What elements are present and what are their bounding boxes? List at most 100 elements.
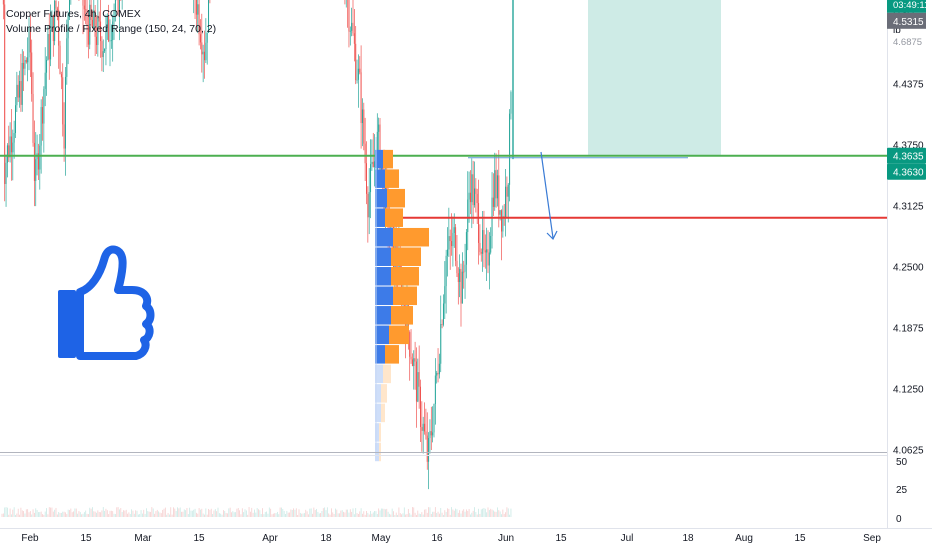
volume-bar [65, 512, 66, 517]
volume-bar [246, 510, 247, 517]
volume-bar [440, 508, 441, 517]
volume-bar [493, 510, 494, 517]
candle [502, 206, 503, 238]
volume-bar [231, 512, 232, 517]
volume-bar [417, 511, 418, 517]
volume-bar [273, 514, 274, 517]
indicator-label[interactable]: Volume Profile / Fixed Range (150, 24, 7… [6, 22, 216, 37]
volume-bar [255, 513, 256, 517]
candle-body [353, 23, 354, 33]
volume-bar [484, 508, 485, 517]
volume-bar [467, 511, 468, 517]
candle-body [83, 0, 84, 6]
time-tick: 15 [193, 533, 205, 544]
volume-bar [463, 509, 464, 517]
time-tick: Mar [134, 533, 152, 544]
volume-bar [157, 510, 158, 517]
candle [469, 172, 470, 223]
volume-bar [353, 508, 354, 517]
candle [458, 267, 459, 304]
candle-body [509, 114, 510, 185]
volume-bar [104, 511, 105, 517]
volume-bar [430, 507, 431, 517]
candle [355, 26, 356, 84]
candle-body [446, 256, 447, 286]
candle [374, 134, 375, 186]
candle [64, 102, 65, 162]
profile-sell-row [387, 189, 405, 208]
profile-sell-row [385, 345, 399, 364]
candle [452, 217, 453, 267]
volume-bar [111, 511, 112, 517]
candle [442, 319, 443, 328]
candle-body [471, 174, 472, 202]
candle [42, 97, 43, 141]
volume-bar [191, 511, 192, 517]
candle [465, 244, 466, 299]
volume-bar [303, 513, 304, 517]
candle [508, 183, 509, 222]
volume-bar [454, 511, 455, 517]
symbol-title[interactable]: Copper Futures, 4h, COMEX [6, 7, 216, 22]
candle-body [427, 436, 428, 462]
volume-bar [238, 508, 239, 517]
candle-body [39, 146, 40, 170]
price-tick: 4.0625 [893, 446, 924, 457]
volume-bar [419, 514, 420, 517]
candle-body [421, 427, 422, 431]
volume-bar [428, 507, 429, 517]
volume-bar [478, 509, 479, 517]
candle-body [359, 69, 360, 73]
volume-bar [502, 510, 503, 517]
volume-bar [485, 509, 486, 517]
volume-bar [332, 512, 333, 517]
volume-bar [469, 509, 470, 517]
volume-bar [54, 510, 55, 517]
candle-body [355, 44, 356, 80]
volume-bar [362, 514, 363, 517]
volume-bar [435, 507, 436, 517]
volume-bar [149, 512, 150, 517]
volume-bar [299, 509, 300, 517]
volume-bar [338, 513, 339, 517]
volume-bar [107, 510, 108, 517]
volume-bar [354, 514, 355, 517]
candle [413, 350, 414, 389]
candle-body [3, 0, 4, 4]
volume-bar [83, 514, 84, 517]
candle [466, 229, 467, 278]
candle-body [462, 272, 463, 304]
volume-bar [226, 513, 227, 517]
candle-body [448, 236, 449, 249]
candle [101, 36, 102, 71]
volume-bar [358, 514, 359, 517]
volume-bar [126, 510, 127, 517]
volume-bar [488, 507, 489, 517]
candle [6, 154, 7, 206]
volume-bar [110, 511, 111, 517]
candle-body [482, 230, 483, 254]
candle-body [417, 372, 418, 401]
candle [478, 180, 479, 265]
volume-bar [37, 510, 38, 517]
candle [23, 51, 24, 91]
candle-body [14, 133, 15, 143]
volume-bar [343, 512, 344, 517]
volume-tick: 50 [896, 457, 908, 468]
volume-bar [261, 514, 262, 517]
candle-body [494, 170, 495, 207]
volume-tick: 25 [896, 485, 908, 496]
volume-bar [486, 512, 487, 517]
candle [363, 103, 364, 150]
volume-bar [438, 512, 439, 517]
volume-bar [72, 512, 73, 517]
volume-bar [84, 512, 85, 517]
volume-bar [339, 513, 340, 517]
candle [462, 252, 463, 303]
volume-bar [444, 510, 445, 517]
volume-bar [281, 508, 282, 517]
candle-body [365, 144, 366, 164]
candle-body [458, 273, 459, 282]
candle-body [443, 304, 444, 325]
